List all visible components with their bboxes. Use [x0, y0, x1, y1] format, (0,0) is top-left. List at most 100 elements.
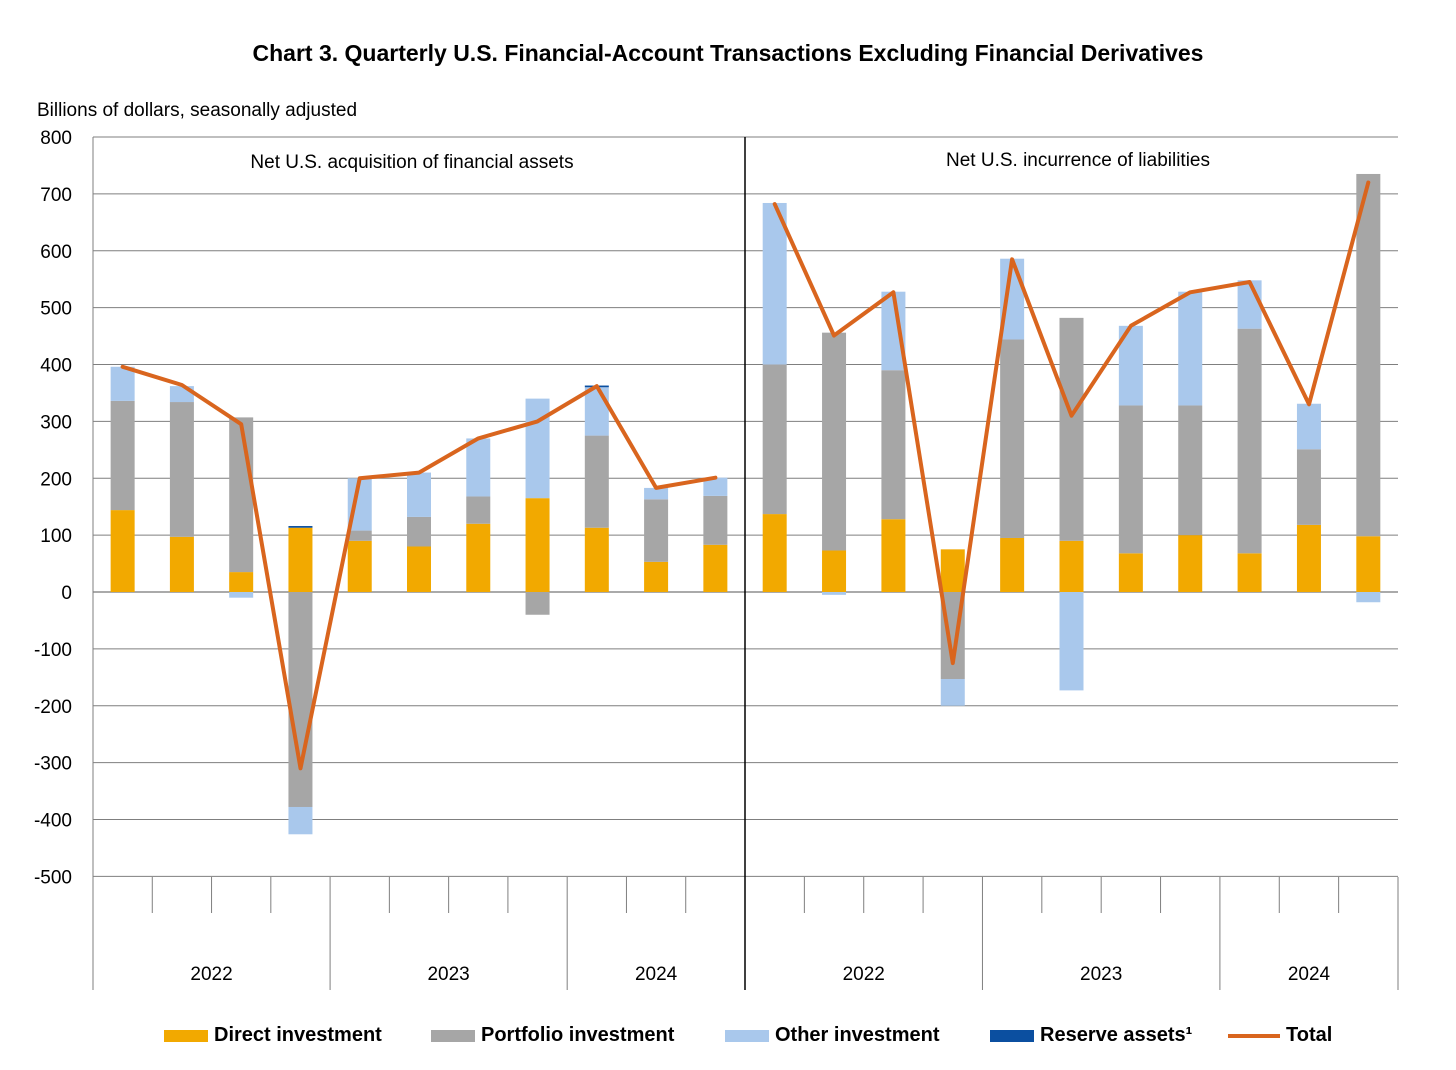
bar-portfolio	[1178, 405, 1203, 536]
bar-portfolio	[347, 530, 372, 541]
bar-direct	[347, 540, 372, 592]
year-label: 2022	[843, 964, 885, 985]
bar-portfolio	[466, 496, 491, 524]
bar-direct	[940, 549, 965, 592]
total-line	[120, 364, 718, 771]
bar-portfolio	[703, 495, 728, 545]
bar-direct	[407, 546, 431, 592]
bar-portfolio	[229, 417, 254, 573]
bar-portfolio	[584, 435, 609, 528]
bar-portfolio	[822, 332, 847, 551]
bar-other	[1356, 592, 1381, 603]
bar-direct	[1356, 536, 1381, 592]
y-tick-label: 400	[40, 356, 72, 377]
bar-direct	[881, 519, 906, 592]
legend-swatch-direct	[164, 1029, 208, 1042]
bar-direct	[703, 544, 728, 592]
bar-other	[822, 592, 847, 595]
y-tick-label: -200	[34, 697, 72, 718]
panel-label: Net U.S. incurrence of liabilities	[946, 150, 1210, 171]
y-tick-label: 100	[40, 526, 72, 547]
legend-item-reserve: Reserve assets¹	[990, 1024, 1192, 1047]
bar-direct	[525, 498, 550, 592]
bar-direct	[229, 572, 254, 592]
bar-other	[407, 472, 431, 517]
bar-direct	[1296, 524, 1321, 592]
bar-direct	[1059, 540, 1084, 592]
legend-swatch-total	[1228, 1033, 1280, 1038]
bar-direct	[762, 514, 787, 592]
bar-other	[940, 679, 965, 706]
legend-item-direct: Direct investment	[164, 1024, 382, 1047]
legend-item-total: Total	[1228, 1024, 1332, 1047]
legend-label-other: Other investment	[775, 1024, 940, 1046]
bar-direct	[1237, 553, 1262, 592]
bar-portfolio	[1059, 317, 1084, 541]
y-tick-label: -500	[34, 867, 72, 888]
chart-legend: Direct investment Portfolio investment O…	[0, 1024, 1456, 1058]
y-tick-label: -100	[34, 640, 72, 661]
bar-portfolio	[762, 364, 787, 515]
total-line	[772, 180, 1371, 666]
y-tick-label: -400	[34, 811, 72, 832]
legend-label-reserve: Reserve assets¹	[1040, 1024, 1193, 1046]
panel-label: Net U.S. acquisition of financial assets	[250, 152, 573, 173]
y-tick-label: 0	[61, 583, 72, 604]
y-tick-label: 200	[40, 469, 72, 490]
legend-swatch-reserve	[990, 1029, 1034, 1042]
legend-swatch-other	[725, 1029, 769, 1042]
bar-other	[288, 806, 313, 835]
bar-portfolio	[1296, 449, 1321, 525]
legend-label-direct: Direct investment	[214, 1024, 382, 1046]
bar-portfolio	[881, 370, 906, 520]
y-tick-label: -300	[34, 754, 72, 775]
bar-direct	[1178, 535, 1203, 592]
bar-direct	[466, 523, 491, 592]
bar-other	[1059, 592, 1084, 691]
bar-portfolio	[525, 592, 550, 615]
bar-direct	[1118, 553, 1143, 592]
bar-portfolio	[110, 400, 135, 511]
bar-other	[703, 477, 728, 496]
year-label: 2024	[1288, 964, 1331, 985]
y-axis-unit-label: Billions of dollars, seasonally adjusted	[37, 100, 358, 121]
bar-other	[110, 366, 135, 401]
bar-portfolio	[1356, 173, 1381, 537]
bar-other	[1296, 403, 1321, 450]
bar-other	[1178, 291, 1203, 406]
year-label: 2023	[1080, 964, 1122, 985]
bar-direct	[822, 550, 847, 592]
bar-other	[644, 487, 669, 500]
bar-portfolio	[1000, 339, 1025, 538]
bar-direct	[288, 527, 313, 592]
bar-direct	[584, 527, 609, 592]
legend-item-other: Other investment	[725, 1024, 939, 1047]
year-label: 2023	[427, 964, 469, 985]
legend-swatch-portfolio	[431, 1029, 475, 1042]
bar-other	[466, 438, 491, 497]
bar-other	[762, 202, 787, 365]
bar-portfolio	[169, 402, 194, 537]
y-tick-label: 500	[40, 299, 72, 320]
bar-other	[229, 592, 254, 598]
year-label: 2024	[635, 964, 678, 985]
y-tick-label: 600	[40, 242, 72, 263]
bar-reserve	[288, 526, 313, 528]
legend-label-portfolio: Portfolio investment	[481, 1024, 675, 1046]
bar-other	[1237, 280, 1262, 329]
bar-direct	[1000, 537, 1025, 592]
bar-other	[525, 398, 550, 499]
y-tick-label: 300	[40, 412, 72, 433]
bar-portfolio	[1237, 328, 1262, 554]
bar-other	[584, 387, 609, 436]
bar-portfolio	[644, 499, 669, 562]
bar-direct	[110, 510, 135, 592]
bar-direct	[169, 536, 194, 592]
bar-portfolio	[288, 592, 313, 807]
y-tick-label: 800	[40, 128, 72, 149]
year-label: 2022	[190, 964, 232, 985]
bar-direct	[644, 561, 669, 592]
chart-title: Chart 3. Quarterly U.S. Financial-Accoun…	[252, 40, 1204, 66]
y-tick-label: 700	[40, 185, 72, 206]
legend-label-total: Total	[1286, 1024, 1333, 1046]
